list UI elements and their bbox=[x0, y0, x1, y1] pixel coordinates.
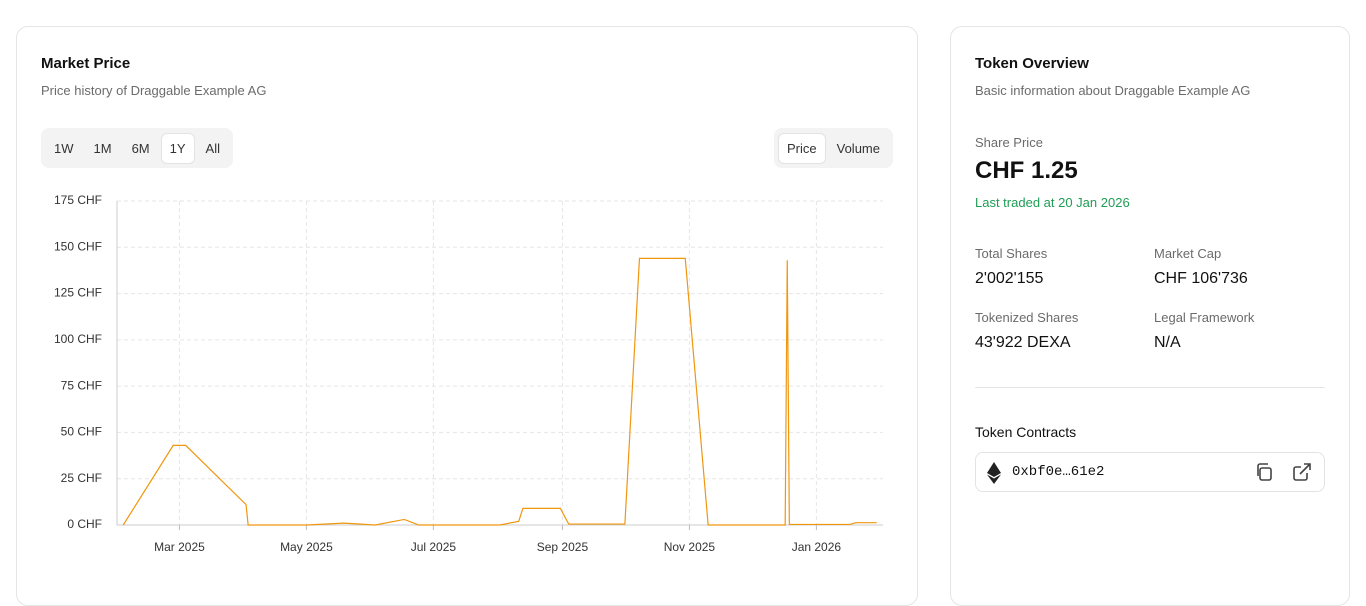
contract-row: 0xbf0e…61e2 bbox=[975, 452, 1325, 492]
range-button[interactable]: 1W bbox=[54, 140, 74, 156]
share-price-label: Share Price bbox=[975, 135, 1043, 150]
y-tick-label: 75 CHF bbox=[61, 378, 102, 392]
price-line bbox=[122, 257, 877, 526]
token-overview-card: Token Overview Basic information about D… bbox=[950, 26, 1350, 606]
metric-button[interactable]: Price bbox=[778, 132, 826, 164]
range-button[interactable]: All bbox=[205, 140, 220, 156]
ethereum-icon bbox=[987, 462, 1001, 484]
card-title: Market Price bbox=[41, 55, 131, 72]
price-chart: 0 CHF 25 CHF 50 CHF 75 CHF 100 CHF 125 CHF 150… bbox=[54, 193, 883, 554]
share-price: CHF 1.25 bbox=[975, 157, 1078, 184]
range-button[interactable]: 1Y bbox=[160, 132, 195, 164]
stat-label: Legal Framework bbox=[1154, 310, 1255, 325]
x-tick-label: Jul 2025 bbox=[411, 540, 457, 554]
open-external-button[interactable] bbox=[1292, 462, 1312, 482]
stat-value: 43'922 DEXA bbox=[975, 334, 1071, 351]
x-tick-label: May 2025 bbox=[280, 540, 333, 554]
card-subtitle: Price history of Draggable Example AG bbox=[41, 83, 267, 98]
page: Market Price Price history of Draggable … bbox=[16, 26, 1350, 606]
y-tick-label: 50 CHF bbox=[61, 425, 102, 439]
y-tick-label: 125 CHF bbox=[54, 286, 102, 300]
x-tick-label: Nov 2025 bbox=[664, 540, 716, 554]
y-tick-label: 25 CHF bbox=[61, 471, 102, 485]
copy-button[interactable] bbox=[1254, 462, 1274, 482]
market-price-card: Market Price Price history of Draggable … bbox=[16, 26, 918, 606]
stat-label: Total Shares bbox=[975, 246, 1048, 261]
stat-label: Market Cap bbox=[1154, 246, 1222, 261]
last-traded: Last traded at 20 Jan 2026 bbox=[975, 195, 1130, 210]
y-tick-label: 150 CHF bbox=[54, 239, 102, 253]
range-selector: 1W 1M 6M 1Y All bbox=[41, 128, 233, 168]
metric-selector: Price Volume bbox=[774, 128, 893, 168]
contracts-title: Token Contracts bbox=[975, 424, 1077, 440]
card-title: Token Overview bbox=[975, 55, 1089, 72]
y-tick-label: 175 CHF bbox=[54, 193, 102, 207]
range-button[interactable]: 1M bbox=[93, 140, 112, 156]
divider bbox=[975, 387, 1325, 388]
x-tick-label: Jan 2026 bbox=[792, 540, 842, 554]
y-tick-label: 100 CHF bbox=[54, 332, 102, 346]
x-tick-label: Mar 2025 bbox=[154, 540, 205, 554]
stat-label: Tokenized Shares bbox=[975, 310, 1079, 325]
x-tick-label: Sep 2025 bbox=[537, 540, 589, 554]
contract-address: 0xbf0e…61e2 bbox=[1012, 464, 1105, 480]
stat-value: CHF 106'736 bbox=[1154, 270, 1248, 287]
y-tick-label: 0 CHF bbox=[67, 517, 102, 531]
stat-value: 2'002'155 bbox=[975, 270, 1044, 287]
metric-button[interactable]: Volume bbox=[836, 140, 880, 156]
stat-value: N/A bbox=[1154, 334, 1181, 351]
card-subtitle: Basic information about Draggable Exampl… bbox=[975, 83, 1251, 98]
range-button[interactable]: 6M bbox=[131, 140, 150, 156]
